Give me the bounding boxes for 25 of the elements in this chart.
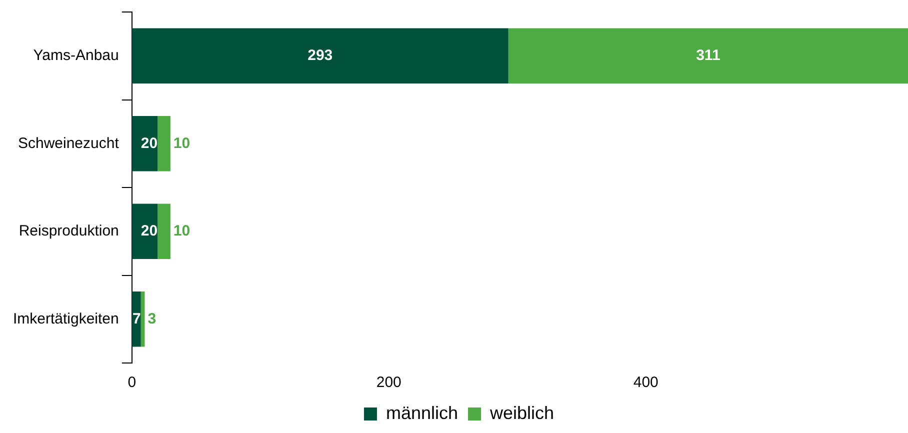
- bar: [158, 116, 170, 172]
- x-tick-label: 0: [128, 374, 136, 392]
- bar: [508, 28, 908, 84]
- data-label: 7: [132, 310, 141, 328]
- y-tick-label: Yams-Anbau: [33, 47, 119, 64]
- bar: [132, 28, 508, 84]
- x-tick-label: 200: [376, 374, 402, 392]
- bar: [140, 291, 145, 347]
- y-tick-label: Reisproduktion: [18, 222, 119, 240]
- data-label: 311: [696, 47, 720, 64]
- bar: [158, 204, 170, 260]
- y-tick-label: Schweinezucht: [18, 134, 120, 152]
- y-tick-label: Imkertätigkeiten: [12, 310, 119, 328]
- data-label: 10: [173, 222, 190, 240]
- data-label: 20: [140, 222, 158, 240]
- data-label: 20: [140, 134, 158, 152]
- data-label: 293: [308, 47, 333, 64]
- x-tick-label: 400: [633, 374, 658, 392]
- data-label: 3: [148, 310, 156, 328]
- legend-label: männlich: [386, 402, 458, 423]
- data-label: 10: [173, 134, 190, 152]
- bar: [132, 291, 141, 347]
- bar: [132, 204, 158, 260]
- bar: [132, 116, 158, 172]
- legend-label: weiblich: [489, 402, 554, 423]
